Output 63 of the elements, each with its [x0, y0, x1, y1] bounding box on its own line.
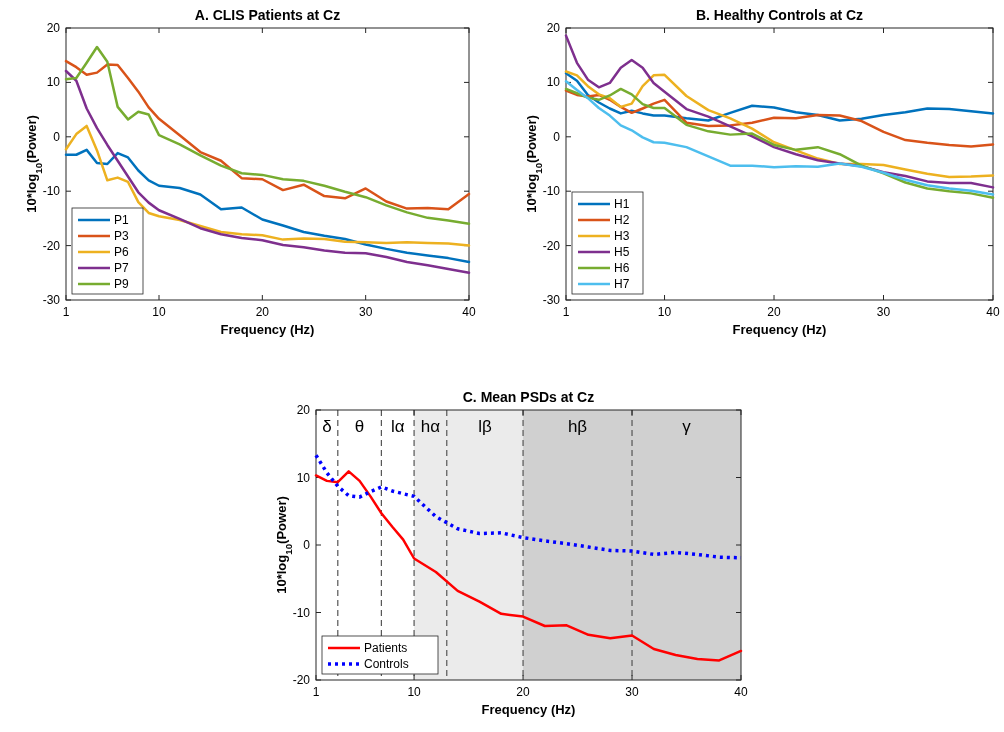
y-tick-label: -10: [292, 605, 311, 620]
y-tick-label: 10: [46, 75, 61, 90]
legend-label: H3: [614, 229, 630, 243]
y-tick-label: -20: [542, 238, 561, 253]
x-tick-label: 40: [734, 685, 748, 699]
legend-label: P6: [114, 245, 129, 259]
annotation: lα: [390, 417, 405, 436]
legend-label: P7: [114, 261, 129, 275]
legend-label: H5: [614, 245, 630, 259]
legend-label: P9: [114, 277, 129, 291]
legend-label: H7: [614, 277, 630, 291]
legend-label: H1: [614, 197, 630, 211]
chart-title: C. Mean PSDs at Cz: [462, 389, 595, 405]
x-axis-title: Frequency (Hz): [220, 322, 315, 337]
legend-label: P3: [114, 229, 129, 243]
line-series: [64, 69, 471, 275]
chart-title: B. Healthy Controls at Cz: [695, 7, 864, 23]
x-tick-label: 1: [562, 305, 570, 319]
y-tick-label: 10: [296, 470, 311, 485]
legend-label: Patients: [364, 641, 408, 655]
x-tick-label: 40: [462, 305, 476, 319]
x-tick-label: 1: [62, 305, 70, 319]
y-tick-label: 20: [46, 21, 61, 35]
legend-label: H6: [614, 261, 630, 275]
legend-label: P1: [114, 213, 129, 227]
x-tick-label: 1: [312, 685, 320, 699]
x-tick-label: 20: [516, 685, 531, 699]
y-tick-label: -20: [42, 238, 61, 253]
x-tick-label: 40: [986, 305, 1000, 319]
x-tick-label: 10: [407, 685, 422, 699]
y-tick-label: 20: [296, 403, 311, 417]
line-series: [64, 45, 471, 226]
x-axis-title: Frequency (Hz): [481, 702, 576, 717]
band-label: lβ: [478, 417, 492, 436]
x-tick-label: 20: [767, 305, 782, 319]
x-axis-title: Frequency (Hz): [732, 322, 827, 337]
band-label: γ: [682, 417, 692, 436]
band-label: hα: [420, 417, 441, 436]
band-label: hβ: [567, 417, 588, 436]
y-tick-label: -20: [292, 673, 311, 687]
x-tick-label: 30: [358, 305, 373, 319]
legend-label: H2: [614, 213, 630, 227]
y-tick-label: 10: [546, 75, 561, 90]
y-tick-label: -30: [542, 293, 561, 307]
legend-label: Controls: [364, 657, 409, 671]
x-tick-label: 10: [152, 305, 166, 319]
line-series: [64, 148, 471, 264]
x-tick-label: 30: [876, 305, 891, 319]
y-tick-label: 0: [53, 129, 61, 144]
y-tick-label: 0: [303, 538, 311, 552]
x-tick-label: 20: [255, 305, 270, 319]
x-tick-label: 10: [657, 305, 672, 319]
y-tick-label: -10: [542, 184, 561, 199]
annotation: θ: [354, 417, 365, 436]
line-series: [64, 124, 471, 247]
chart-title: A. CLIS Patients at Cz: [194, 7, 341, 23]
y-tick-label: 20: [546, 21, 561, 35]
y-tick-label: 0: [553, 129, 561, 144]
annotation: δ: [322, 417, 332, 436]
y-tick-label: -10: [42, 184, 61, 199]
x-tick-label: 30: [625, 685, 640, 699]
y-tick-label: -30: [42, 293, 61, 307]
line-series: [64, 59, 471, 211]
